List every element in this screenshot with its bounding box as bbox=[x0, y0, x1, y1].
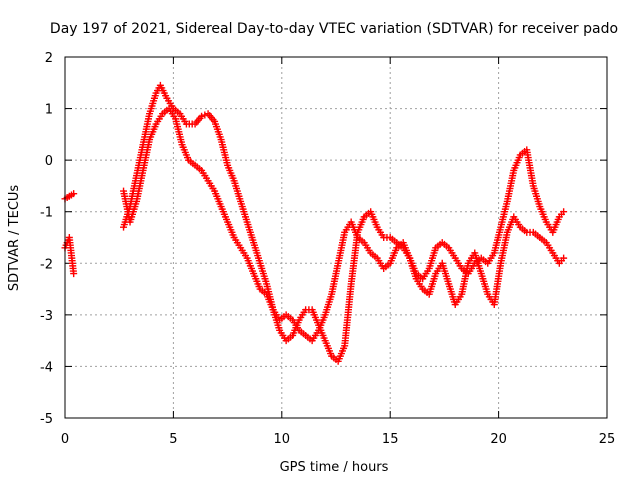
y-tick-label: 2 bbox=[45, 51, 53, 66]
plot-frame bbox=[64, 56, 608, 419]
y-tick-label: -1 bbox=[40, 206, 53, 221]
data-point bbox=[70, 270, 78, 278]
x-tick-label: 5 bbox=[169, 432, 177, 447]
y-tick-label: -5 bbox=[40, 412, 53, 427]
y-axis-label: SDTVAR / TECUs bbox=[7, 185, 22, 292]
data-point bbox=[560, 208, 568, 216]
y-tick-label: 0 bbox=[45, 154, 53, 169]
data-point bbox=[198, 112, 206, 120]
x-tick-label: 20 bbox=[490, 432, 507, 447]
x-axis-label: GPS time / hours bbox=[280, 460, 389, 475]
x-tick-label: 0 bbox=[61, 432, 69, 447]
y-tick-labels: -5 -4 -3 -2 -1 0 1 2 bbox=[40, 51, 53, 427]
chart-title: Day 197 of 2021, Sidereal Day-to-day VTE… bbox=[50, 21, 618, 37]
x-tick-labels: 0 5 10 15 20 25 bbox=[61, 432, 615, 447]
data-point bbox=[70, 190, 78, 198]
y-tick-label: -2 bbox=[40, 257, 53, 272]
y-tick-label: 1 bbox=[45, 103, 53, 118]
y-tick-label: -3 bbox=[40, 309, 53, 324]
x-tick-label: 10 bbox=[274, 432, 291, 447]
data-point bbox=[560, 254, 568, 262]
x-tick-label: 15 bbox=[382, 432, 399, 447]
series-2 bbox=[61, 105, 568, 345]
data-series bbox=[61, 81, 568, 365]
y-tick-label: -4 bbox=[40, 360, 53, 375]
x-tick-label: 25 bbox=[599, 432, 616, 447]
